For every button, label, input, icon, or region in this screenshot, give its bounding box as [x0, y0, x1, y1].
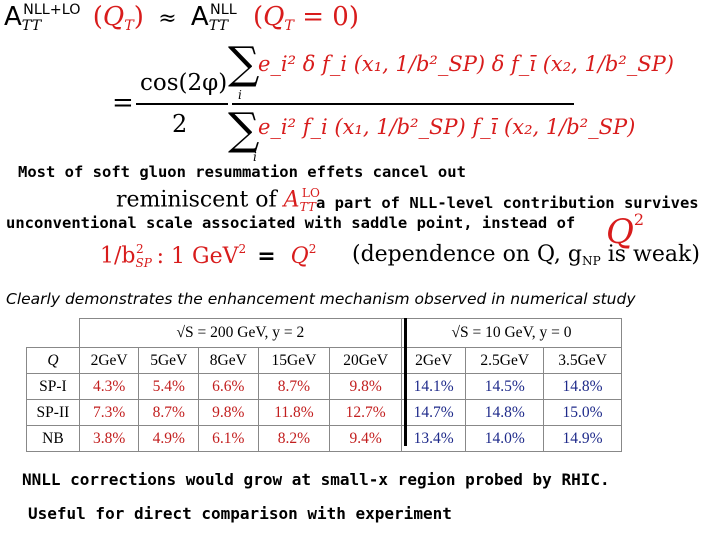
- table-cell: 4.9%: [138, 425, 199, 452]
- table-column-row: Q 2GeV 5GeV 8GeV 15GeV 20GeV 2GeV 2.5GeV…: [26, 347, 622, 374]
- row-label: SP-II: [26, 399, 80, 426]
- a-tt-lo-symbol: A: [283, 187, 300, 213]
- row-label: SP-I: [26, 373, 80, 400]
- table-row: SP-I 4.3% 5.4% 6.6% 8.7% 9.8% 14.1% 14.5…: [26, 373, 622, 400]
- one-gev: : 1 GeV: [156, 243, 239, 269]
- nll-survives-text: a part of NLL-level contribution survive…: [316, 194, 699, 212]
- col-header: 2GeV: [401, 347, 467, 374]
- col-header: 8GeV: [198, 347, 259, 374]
- tt-subscript-rhs: TT: [208, 18, 229, 35]
- scale-equation: 1/bSP2 : 1 GeV2 = Q2: [100, 242, 317, 270]
- table-cell: 8.2%: [257, 425, 331, 452]
- unconventional-scale-text: unconventional scale associated with sad…: [6, 214, 576, 232]
- table-cell: 3.8%: [78, 425, 140, 452]
- col-header: 5GeV: [138, 347, 199, 374]
- asym-symbol: A: [4, 2, 22, 33]
- reminiscent-line: reminiscent of ATTLO: [116, 186, 320, 214]
- qt-arg-left: (QT): [92, 2, 144, 35]
- t-subscript: T: [124, 18, 134, 35]
- table-cell: 9.8%: [329, 373, 403, 400]
- asym-symbol-rhs: A: [190, 2, 209, 33]
- table-cell: 15.0%: [543, 399, 622, 426]
- soft-gluon-text: Most of soft gluon resummation effets ca…: [18, 163, 466, 181]
- table-cell: 14.7%: [401, 399, 467, 426]
- numerator-expression: e_i² δ f_i (x₁, 1/b²_SP) δ f_ī (x₂, 1/b²…: [258, 52, 675, 76]
- formula-lhs: ATTNLL+LO: [4, 2, 89, 35]
- table-cell: 6.1%: [198, 425, 259, 452]
- table-cell: 5.4%: [138, 373, 199, 400]
- reminiscent-text: reminiscent of: [116, 187, 277, 213]
- clearly-demonstrates-text: Clearly demonstrates the enhancement mec…: [6, 290, 636, 308]
- table-cell: 14.1%: [401, 373, 467, 400]
- useful-text: Useful for direct comparison with experi…: [28, 504, 452, 523]
- nll-lo-superscript: NLL+LO: [23, 2, 81, 18]
- weak-text: is weak): [607, 242, 700, 267]
- q-squared-letter: Q: [606, 212, 634, 252]
- table-cell: 13.4%: [401, 425, 467, 452]
- rhic-header: √S = 200 GeV, y = 2: [78, 318, 403, 348]
- table-cell: 8.7%: [138, 399, 199, 426]
- col-header: 20GeV: [329, 347, 403, 374]
- results-table: √S = 200 GeV, y = 2 √S = 10 GeV, y = 0 Q…: [26, 318, 622, 452]
- equals-sign: =: [112, 88, 134, 118]
- low-energy-header-label: √S = 10 GeV, y = 0: [451, 324, 572, 341]
- col-header: 2.5GeV: [465, 347, 545, 374]
- low-energy-header: √S = 10 GeV, y = 0: [401, 318, 622, 348]
- formula-top: ATTNLL+LO (QT) ≈ ATTNLL (QT = 0): [4, 2, 359, 34]
- table-cell: 9.4%: [329, 425, 403, 452]
- table-cell: 9.8%: [198, 399, 259, 426]
- table-cell: 7.3%: [78, 399, 140, 426]
- nnll-text: NNLL corrections would grow at small-x r…: [22, 470, 610, 489]
- table-cell: 8.7%: [257, 373, 331, 400]
- row-label: NB: [26, 425, 80, 452]
- table-cell: 14.5%: [465, 373, 545, 400]
- table-cell: 6.6%: [198, 373, 259, 400]
- tt-subscript: TT: [21, 18, 42, 35]
- sum-symbol-denominator: ∑: [228, 104, 260, 155]
- table-cell: 12.7%: [329, 399, 403, 426]
- cos-fraction-line: [136, 103, 228, 105]
- dependence-note: (dependence on Q, gNP is weak): [352, 242, 700, 269]
- a-tt-lo-sup: LO: [301, 186, 320, 200]
- formula-rhs: ATTNLL: [190, 2, 245, 35]
- qt-arg-right: (QT = 0): [252, 2, 359, 35]
- rhic-header-label: √S = 200 GeV, y = 2: [176, 324, 305, 341]
- table-row: NB 3.8% 4.9% 6.1% 8.2% 9.4% 13.4% 14.0% …: [26, 425, 622, 452]
- table-cell: 14.8%: [543, 373, 622, 400]
- table-cell: 4.3%: [78, 373, 140, 400]
- nll-superscript: NLL: [210, 2, 237, 18]
- col-header-q: Q: [26, 347, 80, 374]
- sum-symbol-numerator: ∑: [228, 38, 260, 89]
- q-squared-red: Q2: [606, 210, 645, 252]
- col-header: 2GeV: [78, 347, 140, 374]
- q-var: Q: [102, 2, 125, 33]
- t-subscript-rhs: T: [284, 18, 294, 35]
- scale-q: Q: [290, 243, 309, 269]
- scale-equals: =: [257, 243, 276, 269]
- col-header: 3.5GeV: [543, 347, 622, 374]
- col-header: 15GeV: [257, 347, 331, 374]
- table-row: SP-II 7.3% 8.7% 9.8% 11.8% 12.7% 14.7% 1…: [26, 399, 622, 426]
- table-divider: [404, 318, 407, 446]
- empty-corner: [27, 319, 80, 348]
- denominator-expression: e_i² f_i (x₁, 1/b²_SP) f_ī (x₂, 1/b²_SP): [258, 115, 636, 139]
- table-cell: 11.8%: [257, 399, 331, 426]
- table-cell: 14.8%: [465, 399, 545, 426]
- a-tt-lo-sub: TT: [299, 199, 316, 214]
- main-fraction-line: [232, 103, 574, 105]
- dependence-text: (dependence on Q, g: [352, 242, 582, 267]
- table-header-row: √S = 200 GeV, y = 2 √S = 10 GeV, y = 0: [27, 318, 622, 348]
- sum-index-numerator: i: [238, 88, 242, 102]
- cos-term: cos(2φ): [140, 70, 228, 96]
- sum-index-denominator: i: [253, 150, 257, 164]
- table-cell: 14.0%: [465, 425, 545, 452]
- denominator-two: 2: [172, 110, 188, 138]
- table-cell: 14.9%: [543, 425, 622, 452]
- approx-sign: ≈: [158, 6, 177, 32]
- inv-b-sp: 1/b: [100, 243, 136, 269]
- equals-zero: = 0: [302, 2, 349, 33]
- q-var-rhs: Q: [263, 2, 285, 33]
